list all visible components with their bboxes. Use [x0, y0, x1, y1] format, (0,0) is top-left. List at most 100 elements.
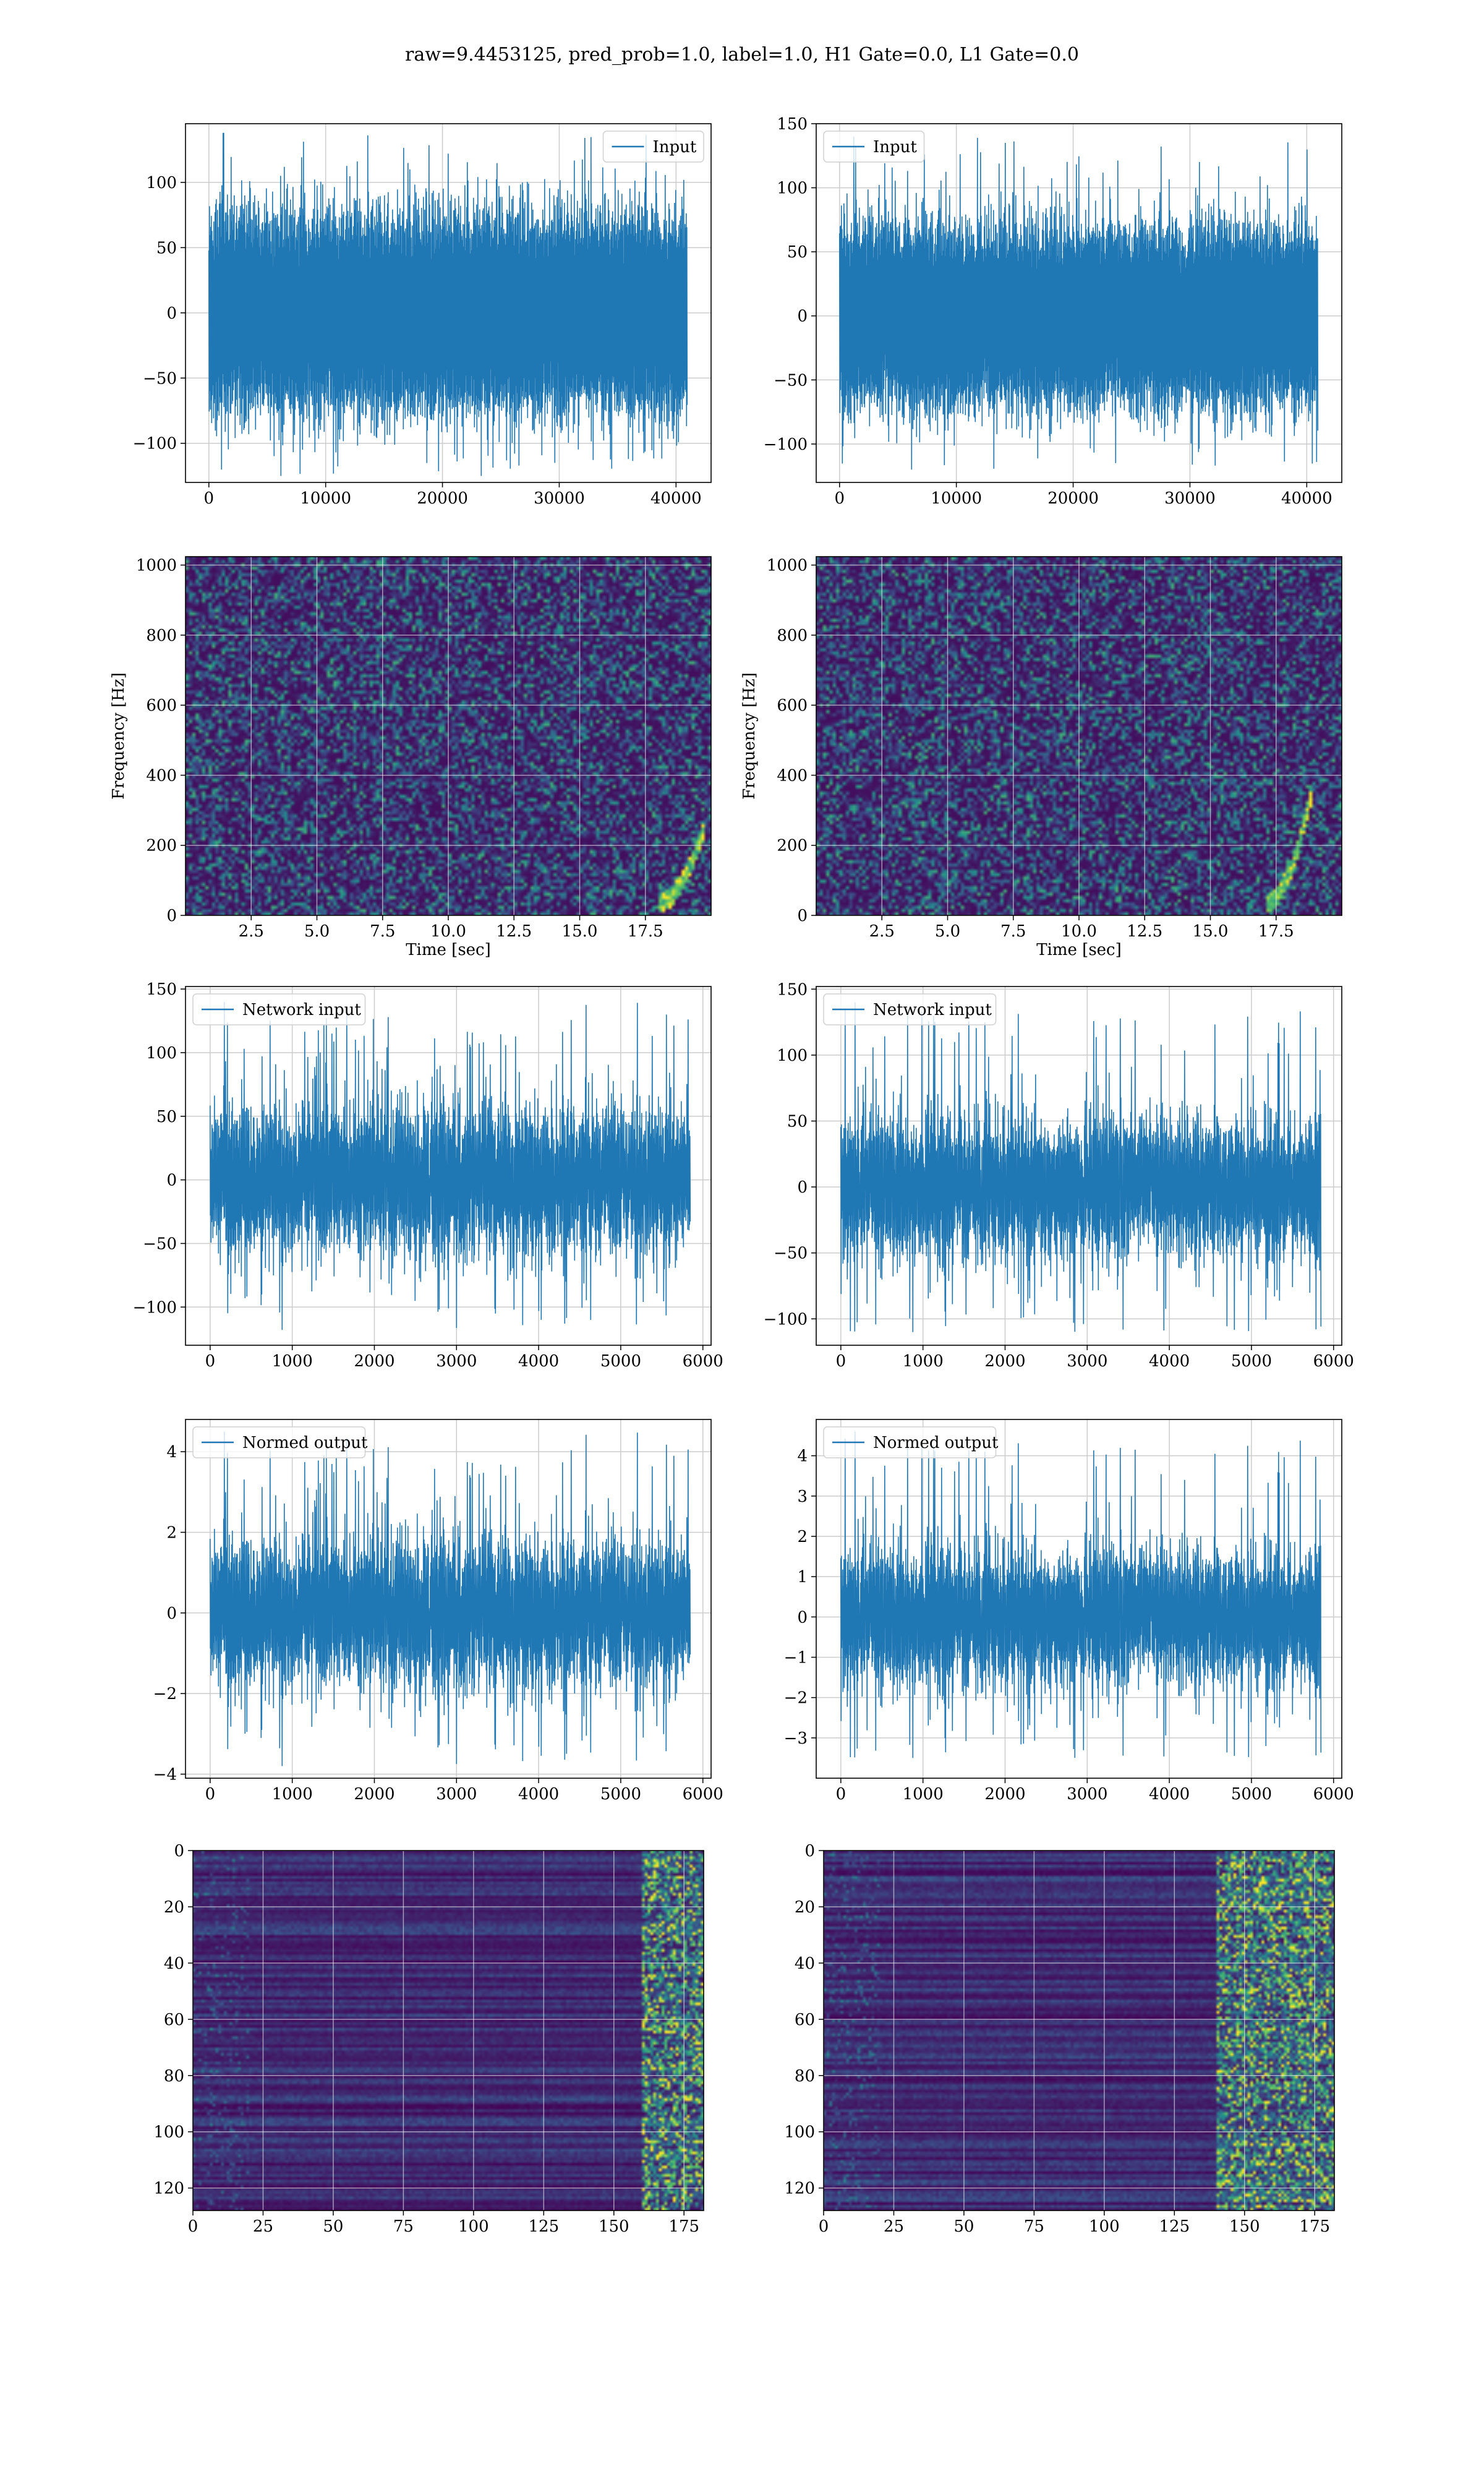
x-tick-label: 2000	[984, 1785, 1025, 1804]
x-tick-label: 6000	[683, 1352, 723, 1371]
signal-series-line	[839, 136, 1319, 470]
spectrogram-l1-panel: 2.5 5.0 7.5 10.0 12.5 15.0 17.5 0 200 400 600 800 10…	[740, 556, 1342, 959]
y-tick-label: 20	[164, 1898, 184, 1917]
x-tick-label: 2.5	[869, 922, 895, 941]
y-tick-label: 50	[156, 1108, 177, 1126]
x-tick-label: 10.0	[430, 922, 466, 941]
axes-frame	[816, 986, 1342, 1346]
x-tick-label: 0	[836, 1352, 846, 1371]
x-tick-label: 5.0	[935, 922, 960, 941]
input-l1-panel: 0 10000 20000 30000 40000 −100 −50 0 50 100 150 Inp…	[764, 115, 1342, 508]
y-tick-label: 0	[797, 1608, 808, 1627]
y-tick-label: 50	[787, 1113, 808, 1131]
x-tick-label: 20000	[417, 489, 468, 508]
tick-labels: 0 10000 20000 30000 40000 −100 −50 0 50 100	[133, 174, 702, 508]
x-tick-label: 3000	[436, 1352, 477, 1371]
normed-output-l1-panel: 0 1000 2000 3000 4000 5000 6000 −3 −2 −1 0 1 2 3 4 Norm…	[784, 1419, 1354, 1804]
x-tick-label: 75	[1024, 2217, 1044, 2236]
x-tick-label: 7.5	[370, 922, 395, 941]
y-tick-label: 80	[164, 2067, 184, 2086]
x-tick-label: 100	[458, 2217, 489, 2236]
y-tick-label: 0	[166, 1171, 177, 1190]
x-tick-label: 5000	[600, 1785, 641, 1804]
x-tick-label: 17.5	[628, 922, 663, 941]
x-tick-label: 4000	[1149, 1352, 1190, 1371]
x-tick-label: 15.0	[562, 922, 598, 941]
y-tick-label: 0	[174, 1842, 184, 1860]
x-tick-label: 125	[1159, 2217, 1190, 2236]
x-tick-label: 0	[205, 1785, 216, 1804]
y-tick-label: 0	[797, 907, 808, 925]
y-tick-label: 50	[156, 239, 177, 257]
y-tick-label: 2	[797, 1528, 808, 1546]
y-tick-label: 2	[166, 1523, 177, 1542]
figure-title: raw=9.4453125, pred_prob=1.0, label=1.0,…	[405, 44, 1079, 66]
network-input-h1-panel: 0 1000 2000 3000 4000 5000 6000 −100 −50 0 50 100 15…	[133, 980, 723, 1371]
tick-labels: 0 25 50 75 100 125 150 175 0 20 40 60 80 100 120	[153, 1842, 699, 2236]
legend-box	[823, 131, 925, 163]
x-tick-label: 30000	[1164, 489, 1216, 508]
x-tick-label: 12.5	[496, 922, 532, 941]
x-tick-label: 2000	[354, 1352, 394, 1371]
y-tick-label: 150	[777, 115, 808, 134]
y-tick-label: 100	[153, 2123, 184, 2142]
x-tick-label: 2000	[984, 1352, 1025, 1371]
legend: Normed output	[192, 1426, 368, 1458]
y-tick-label: 150	[146, 980, 177, 999]
y-tick-label: 400	[777, 766, 808, 785]
x-tick-label: 6000	[1313, 1352, 1354, 1371]
legend-label: Input	[873, 138, 917, 156]
y-tick-label: 100	[146, 174, 177, 192]
y-tick-label: 200	[146, 837, 177, 855]
y-tick-label: 40	[164, 1954, 184, 1973]
x-tick-label: 40000	[1281, 489, 1333, 508]
legend: Input	[602, 131, 704, 163]
y-tick-label: 100	[777, 179, 808, 198]
legend-label: Normed output	[873, 1434, 999, 1452]
y-tick-label: −50	[143, 369, 177, 388]
y-tick-label: −50	[774, 1244, 808, 1263]
x-tick-label: 3000	[436, 1785, 477, 1804]
x-tick-label: 10000	[300, 489, 351, 508]
legend: Network input	[823, 993, 997, 1025]
legend-label: Network input	[873, 1001, 992, 1019]
x-tick-label: 0	[204, 489, 215, 508]
feature-map-h1-panel: 0 25 50 75 100 125 150 175 0 20 40 60 80 100 120	[153, 1842, 704, 2236]
y-tick-label: 0	[797, 1178, 808, 1197]
x-tick-label: 4000	[518, 1785, 559, 1804]
legend-label: Network input	[242, 1001, 361, 1019]
y-tick-label: −1	[784, 1648, 808, 1667]
normed-output-h1-panel: 0 1000 2000 3000 4000 5000 6000 −4 −2 0 2 4 Normed o…	[153, 1419, 723, 1804]
legend-box	[823, 1426, 997, 1458]
y-tick-label: 60	[164, 2011, 184, 2029]
legend-label: Input	[653, 138, 697, 156]
y-tick-label: 20	[795, 1898, 815, 1917]
legend: Normed output	[823, 1426, 999, 1458]
axes-frame	[185, 1419, 712, 1779]
x-tick-label: 4000	[518, 1352, 559, 1371]
x-tick-label: 2000	[354, 1785, 394, 1804]
y-tick-label: 1000	[767, 557, 808, 575]
y-tick-label: 1000	[136, 557, 177, 575]
x-tick-label: 0	[188, 2217, 198, 2236]
axes-frame	[192, 1850, 704, 2211]
y-tick-label: 60	[795, 2011, 815, 2029]
y-tick-label: 600	[146, 696, 177, 715]
x-tick-label: 1000	[272, 1352, 313, 1371]
y-tick-label: 0	[166, 907, 177, 925]
x-tick-label: 15.0	[1193, 922, 1229, 941]
x-tick-label: 30000	[534, 489, 585, 508]
tick-labels: 0 1000 2000 3000 4000 5000 6000 −100 −50 0 50 100 15…	[764, 980, 1354, 1371]
y-tick-label: 1	[797, 1568, 808, 1586]
tick-labels: 2.5 5.0 7.5 10.0 12.5 15.0 17.5 0 200 400 600 800 10…	[136, 557, 663, 941]
axes-frame	[816, 123, 1342, 483]
legend: Input	[823, 131, 925, 163]
y-tick-label: 600	[777, 696, 808, 715]
spectrogram-h1-panel: 2.5 5.0 7.5 10.0 12.5 15.0 17.5 0 200 400 600 800 10…	[109, 556, 712, 959]
x-tick-label: 125	[528, 2217, 559, 2236]
x-tick-label: 175	[1299, 2217, 1330, 2236]
feature-map-l1-panel: 0 25 50 75 100 125 150 175 0 20 40 60 80 100 120	[784, 1842, 1335, 2236]
x-tick-label: 17.5	[1258, 922, 1294, 941]
x-tick-label: 50	[953, 2217, 974, 2236]
